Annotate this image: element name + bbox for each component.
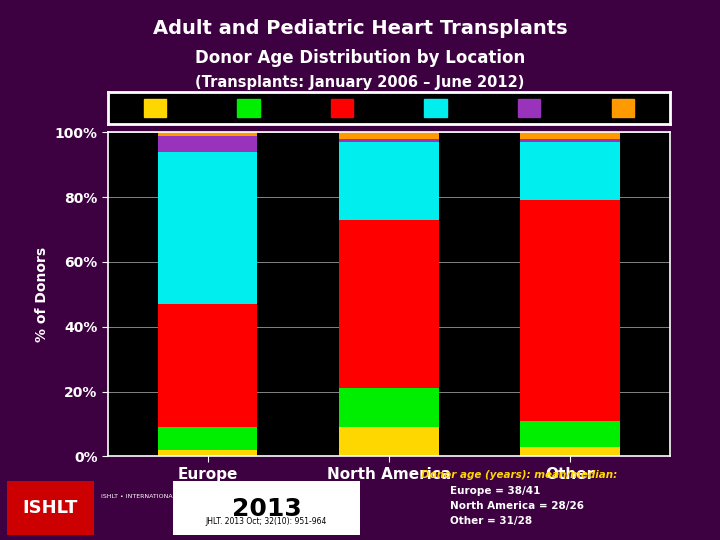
- Bar: [158, 132, 258, 136]
- Bar: [520, 421, 620, 447]
- Bar: [339, 388, 438, 427]
- Bar: [330, 99, 354, 117]
- Text: Adult and Pediatric Heart Transplants: Adult and Pediatric Heart Transplants: [153, 19, 567, 38]
- Text: 2013: 2013: [232, 497, 301, 521]
- Text: JHLT. 2013 Oct; 32(10): 951-964: JHLT. 2013 Oct; 32(10): 951-964: [206, 517, 327, 526]
- Text: Europe = 38/41: Europe = 38/41: [450, 486, 541, 496]
- Bar: [158, 304, 258, 427]
- Bar: [339, 220, 438, 388]
- Bar: [339, 142, 438, 220]
- Text: Donor Age Distribution by Location: Donor Age Distribution by Location: [195, 49, 525, 66]
- Bar: [611, 99, 634, 117]
- Bar: [520, 132, 620, 139]
- Bar: [237, 99, 260, 117]
- Bar: [143, 99, 166, 117]
- Text: (Transplants: January 2006 – June 2012): (Transplants: January 2006 – June 2012): [195, 75, 525, 90]
- Bar: [158, 136, 258, 152]
- Bar: [158, 152, 258, 304]
- Bar: [520, 142, 620, 200]
- Y-axis label: % of Donors: % of Donors: [35, 247, 49, 342]
- Bar: [520, 200, 620, 421]
- Bar: [520, 447, 620, 456]
- Bar: [339, 427, 438, 456]
- Text: Other = 31/28: Other = 31/28: [450, 516, 532, 526]
- Bar: [424, 99, 447, 117]
- Text: Donor age (years): mean/median:: Donor age (years): mean/median:: [421, 470, 618, 480]
- Bar: [520, 139, 620, 142]
- Bar: [518, 99, 541, 117]
- Text: ISHLT • INTERNATIONAL SOCIETY FOR HEART AND LUNG TRANSPLANTATION: ISHLT • INTERNATIONAL SOCIETY FOR HEART …: [101, 494, 339, 499]
- Bar: [158, 427, 258, 450]
- Bar: [158, 450, 258, 456]
- Text: ISHLT: ISHLT: [23, 498, 78, 517]
- Text: North America = 28/26: North America = 28/26: [450, 501, 584, 511]
- Bar: [339, 132, 438, 139]
- Bar: [339, 139, 438, 142]
